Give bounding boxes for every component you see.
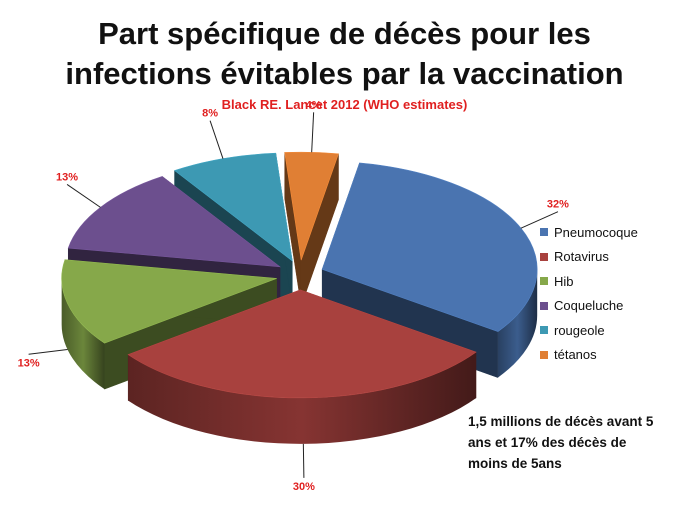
chart-title-line-2: infections évitables par la vaccination: [65, 56, 624, 91]
leader-line-tetanos: [311, 112, 315, 153]
legend-item-tetanos: tétanos: [540, 343, 638, 368]
chart-title-line-1: Part spécifique de décès pour les: [98, 16, 591, 51]
pie-slice-hib: [61, 259, 277, 390]
leader-line-pneumocoque: [520, 211, 559, 229]
slice-top: [284, 151, 339, 261]
summary-note-line-3: moins de 5ans: [468, 456, 562, 471]
pie-slice-rotavirus: [127, 289, 477, 444]
pie-slice-tetanos: [284, 151, 339, 307]
data-label-rougeole: 8%: [202, 108, 218, 120]
leader-line-hib: [28, 348, 68, 355]
legend-item-coqueluche: Coqueluche: [540, 294, 638, 319]
legend-swatch: [540, 252, 548, 261]
legend-swatch: [540, 350, 548, 359]
summary-note-line-1: 1,5 millions de décès avant 5: [468, 414, 654, 429]
legend-label: rougeole: [554, 322, 605, 338]
legend-label: tétanos: [554, 347, 597, 363]
chart-title: Part spécifique de décès pour les infect…: [0, 14, 689, 94]
legend-label: Rotavirus: [554, 249, 609, 265]
legend-swatch: [540, 301, 548, 310]
data-label-pneumocoque: 32%: [547, 199, 569, 211]
legend-label: Hib: [554, 273, 574, 289]
slice-top: [61, 259, 277, 344]
legend-label: Coqueluche: [554, 298, 624, 314]
legend-swatch: [540, 326, 548, 335]
legend-label: Pneumocoque: [554, 224, 638, 240]
legend-item-rougeole: rougeole: [540, 318, 638, 343]
data-label-rotavirus: 30%: [293, 481, 315, 493]
summary-note: 1,5 millions de décès avant 5 ans et 17%…: [468, 411, 668, 474]
legend: Pneumocoque Rotavirus Hib Coqueluche rougeol…: [540, 220, 638, 367]
slice-top: [173, 152, 293, 262]
leader-line-coqueluche: [66, 184, 101, 208]
legend-item-pneumocoque: Pneumocoque: [540, 220, 638, 245]
data-label-hib: 13%: [18, 357, 40, 369]
legend-swatch: [540, 228, 548, 237]
slice-top: [67, 176, 281, 268]
slice-top: [127, 289, 477, 399]
leader-line-rotavirus: [302, 443, 305, 478]
data-label-coqueluche: 13%: [56, 171, 78, 183]
leader-line-rougeole: [209, 120, 224, 159]
chart-subtitle: Black RE. Lancet 2012 (WHO estimates): [221, 97, 468, 112]
legend-item-rotavirus: Rotavirus: [540, 245, 638, 270]
slice-rim: [497, 269, 538, 378]
legend-item-hib: Hib: [540, 269, 638, 294]
data-label-tetanos: 4%: [306, 99, 322, 111]
legend-swatch: [540, 277, 548, 286]
summary-note-line-2: ans et 17% des décès de: [468, 435, 627, 450]
slice-rim: [61, 278, 105, 390]
